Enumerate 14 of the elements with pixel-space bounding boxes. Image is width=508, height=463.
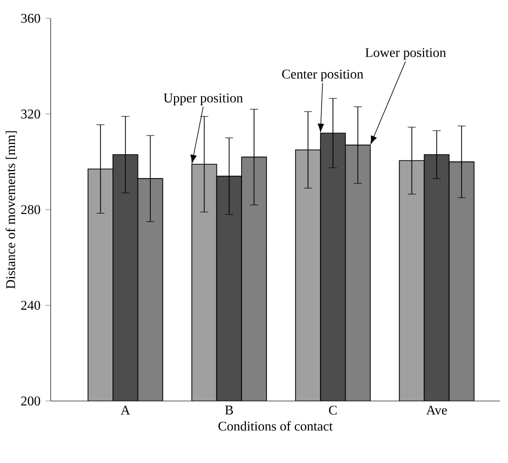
y-tick-label: 200 — [21, 396, 40, 406]
text: Lower position — [365, 48, 446, 60]
x-tick-label: B — [225, 406, 233, 414]
text: Upper position — [164, 94, 243, 106]
x-tick-label: Ave — [426, 406, 447, 415]
y-tick-label: 240 — [21, 300, 40, 310]
y-tick-label: 360 — [21, 14, 40, 23]
y-axis-title: Distance of movements [mm] — [6, 131, 17, 289]
text: Center position — [282, 70, 364, 82]
x-tick-label: C — [329, 406, 337, 415]
y-tick-label: 320 — [21, 109, 40, 118]
y-tick-label: 280 — [21, 205, 40, 214]
x-axis-title: Conditions of contact — [218, 421, 333, 431]
x-tick-label: A — [120, 406, 130, 414]
